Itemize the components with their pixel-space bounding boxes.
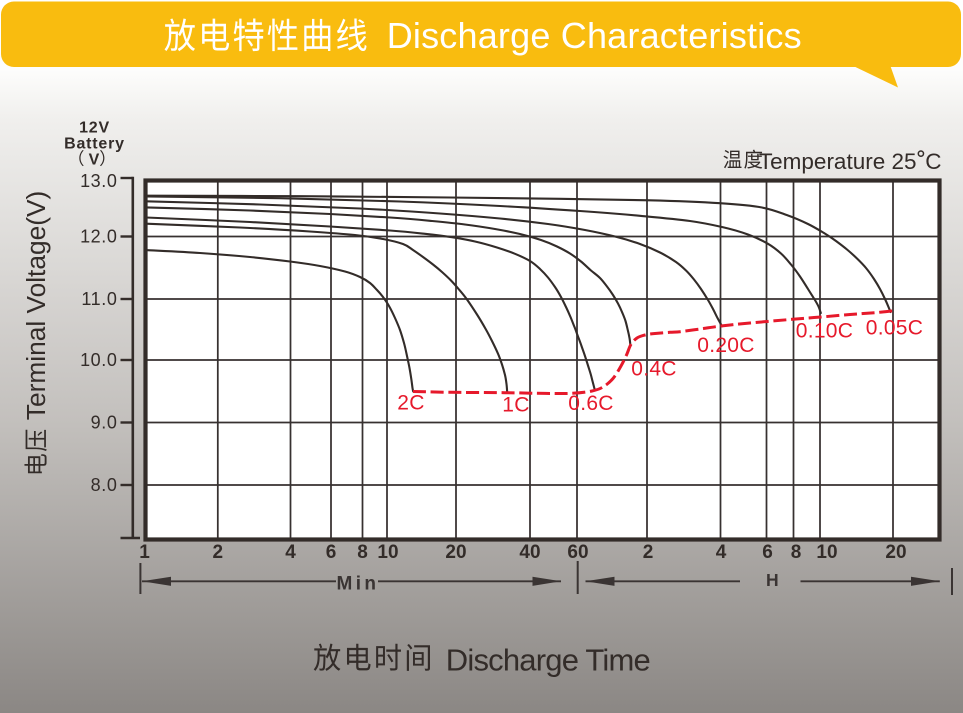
svg-text:2: 2 (643, 542, 654, 563)
svg-text:0.10C: 0.10C (796, 320, 854, 343)
svg-text:Temperature 25: Temperature 25 (759, 149, 917, 174)
svg-text:0.4C: 0.4C (631, 358, 677, 381)
svg-text:60: 60 (567, 542, 588, 563)
svg-text:V: V (89, 152, 100, 169)
svg-text:10: 10 (377, 542, 398, 563)
svg-text:40: 40 (519, 542, 540, 563)
svg-text:2C: 2C (397, 392, 424, 415)
svg-text:13.0: 13.0 (80, 171, 117, 191)
svg-text:8: 8 (791, 542, 802, 563)
svg-text:12V: 12V (79, 119, 110, 136)
svg-text:0.20C: 0.20C (697, 334, 755, 357)
svg-text:1: 1 (139, 542, 150, 563)
svg-text:0.05C: 0.05C (866, 317, 924, 340)
svg-text:8: 8 (357, 542, 368, 563)
svg-text:11.0: 11.0 (81, 289, 117, 309)
svg-text:1C: 1C (502, 394, 529, 417)
svg-text:H: H (766, 570, 779, 590)
svg-text:Discharge Characteristics: Discharge Characteristics (387, 15, 802, 56)
svg-text:C: C (925, 149, 941, 174)
svg-text:Terminal Voltage(V): Terminal Voltage(V) (21, 191, 51, 420)
svg-text:8.0: 8.0 (91, 475, 118, 495)
svg-text:20: 20 (445, 542, 466, 563)
svg-text:20: 20 (885, 542, 906, 563)
svg-text:0.6C: 0.6C (568, 392, 614, 415)
svg-text:10: 10 (816, 542, 837, 563)
svg-text:6: 6 (762, 542, 773, 563)
svg-text:10.0: 10.0 (80, 350, 117, 370)
svg-text:Min: Min (337, 574, 380, 595)
svg-text:12.0: 12.0 (80, 227, 117, 247)
svg-text:4: 4 (716, 542, 727, 563)
svg-text:4: 4 (285, 542, 296, 563)
svg-text:Battery: Battery (64, 136, 125, 153)
svg-text:9.0: 9.0 (91, 413, 118, 433)
svg-text:2: 2 (213, 542, 224, 563)
svg-text:6: 6 (326, 542, 337, 563)
svg-text:Discharge Time: Discharge Time (446, 643, 650, 678)
